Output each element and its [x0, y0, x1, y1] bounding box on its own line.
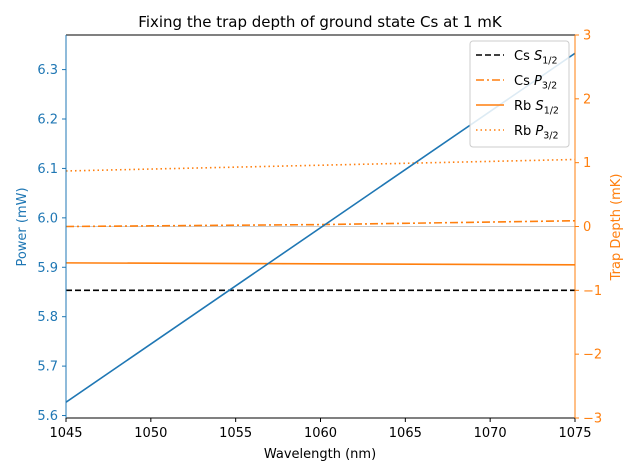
- x-tick-label: 1070: [474, 426, 507, 441]
- legend-box: [469, 40, 570, 148]
- x-tick-label: 1050: [134, 426, 167, 441]
- legend-label: Cs P3/2: [514, 74, 557, 92]
- y-right-tick-label: −1: [583, 284, 602, 299]
- y-left-tick-label: 6.0: [37, 211, 58, 226]
- y-left-tick-label: 5.7: [37, 360, 58, 375]
- axes: 1045 1050 1055 1060 1065 1070 1075 5.6 5.7 5.8 5.9…: [37, 29, 602, 442]
- x-tick-label: 1045: [49, 426, 82, 441]
- y-right-tick-label: 2: [583, 92, 591, 107]
- series-line-rb-p32: [66, 158, 575, 172]
- y-right-tick-label: −3: [583, 412, 602, 427]
- y-axis-left-label: Power (mW): [15, 187, 30, 266]
- legend-label: Cs S1/2: [514, 49, 558, 67]
- y-left-tick-label: 5.9: [37, 261, 58, 276]
- x-tick-label: 1055: [219, 426, 252, 441]
- chart-title: Fixing the trap depth of ground state Cs…: [138, 13, 503, 31]
- x-tick-label: 1075: [558, 426, 591, 441]
- y-right-tick-label: −2: [583, 348, 602, 363]
- y-left-tick-label: 5.8: [37, 310, 58, 325]
- y-axis-right-label: Trap Depth (mK): [609, 174, 624, 282]
- x-tick-label: 1065: [389, 426, 422, 441]
- y-right-tick-label: 0: [583, 220, 591, 235]
- legend: Cs S1/2 Cs P3/2 Rb S1/2 Rb P3/2: [469, 40, 570, 148]
- series-line-rb-s12: [66, 262, 575, 266]
- legend-label: Rb S1/2: [514, 99, 559, 117]
- x-tick-label: 1060: [304, 426, 337, 441]
- y-right-tick-label: 1: [583, 156, 591, 171]
- y-left-tick-label: 6.1: [37, 162, 58, 177]
- y-left-tick-label: 6.2: [37, 113, 58, 128]
- series-line-cs-p32: [66, 219, 575, 228]
- y-left-tick-label: 5.6: [37, 409, 58, 424]
- y-right-tick-label: 3: [583, 29, 591, 44]
- y-left-tick-label: 6.3: [37, 63, 58, 78]
- legend-label: Rb P3/2: [514, 124, 559, 142]
- x-axis-label: Wavelength (nm): [264, 447, 376, 462]
